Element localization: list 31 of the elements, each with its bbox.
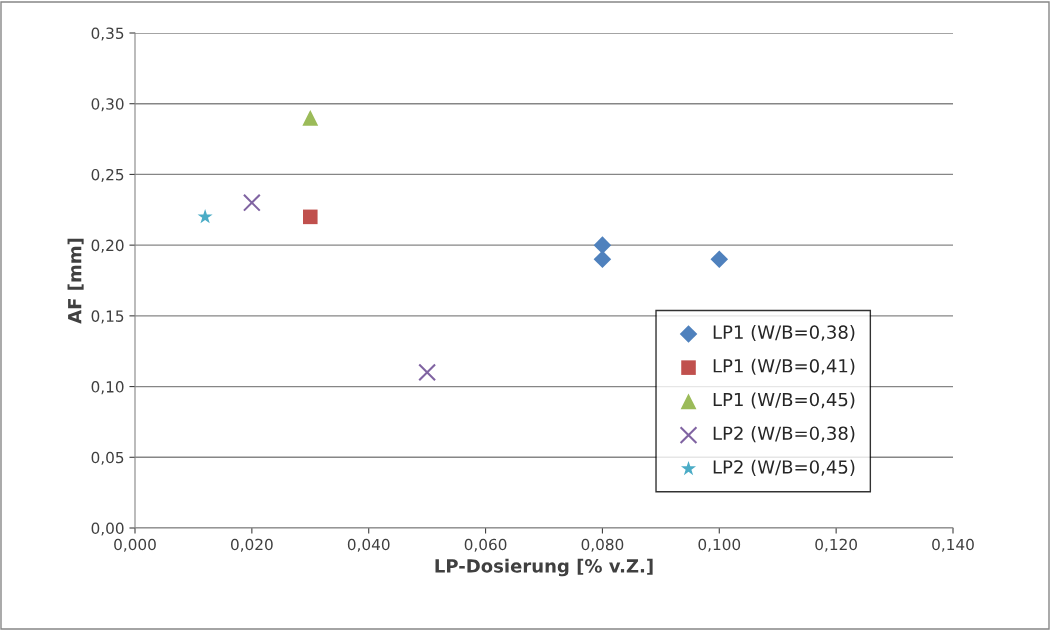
x-tick-label: 0,020 <box>231 538 273 552</box>
x-tick-label: 0,080 <box>581 538 624 552</box>
x-tick-label: 0,060 <box>464 538 507 552</box>
y-tick-label: 0,20 <box>91 239 124 253</box>
x-tick-label: 0,140 <box>932 538 974 552</box>
point <box>303 209 318 225</box>
point <box>710 250 729 269</box>
point <box>302 109 319 126</box>
y-tick-label: 0,05 <box>91 451 124 465</box>
point <box>593 236 612 254</box>
y-tick-label: 0,25 <box>91 168 124 183</box>
legend-label: LP1 (W/B=0,41) <box>713 358 855 375</box>
x-tick-label: 0,040 <box>347 538 390 552</box>
legend-label: LP1 (W/B=0,38) <box>713 324 855 342</box>
legend-label: LP1 (W/B=0,45) <box>713 392 855 409</box>
point <box>593 250 612 269</box>
y-axis-title: AF [mm] <box>67 238 84 324</box>
y-tick-label: 0,15 <box>91 310 124 324</box>
x-axis-title: LP-Dosierung [% v.Z.] <box>435 558 653 577</box>
x-tick-label: 0,000 <box>114 538 156 552</box>
legend-label: LP2 (W/B=0,45) <box>713 459 855 476</box>
x-tick-label: 0,120 <box>815 538 857 552</box>
y-tick-label: 0,35 <box>91 27 124 41</box>
y-tick-label: 0,30 <box>91 98 124 112</box>
point <box>197 208 213 224</box>
y-tick-label: 0,10 <box>91 381 124 395</box>
point <box>242 193 261 212</box>
x-tick-label: 0,100 <box>698 538 741 552</box>
legend-label: LP2 (W/B=0,38) <box>713 426 855 443</box>
point <box>418 363 437 382</box>
y-tick-label: 0,00 <box>91 522 124 536</box>
